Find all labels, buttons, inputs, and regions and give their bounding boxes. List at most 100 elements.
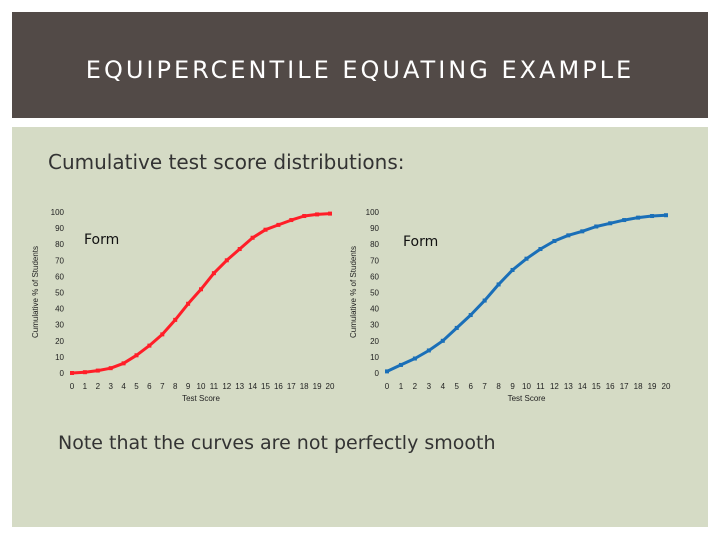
x-tick-label: 14 xyxy=(578,382,587,391)
x-tick-label: 15 xyxy=(261,382,270,391)
data-point xyxy=(496,282,501,287)
y-axis-label: Cumulative % of Students xyxy=(31,246,40,338)
data-point xyxy=(552,238,557,243)
x-tick-label: 7 xyxy=(160,382,165,391)
data-point xyxy=(237,247,242,252)
x-tick-label: 6 xyxy=(147,382,152,391)
y-tick-label: 20 xyxy=(55,337,64,346)
x-tick-label: 12 xyxy=(222,382,231,391)
data-point xyxy=(315,212,320,217)
data-point xyxy=(385,369,389,374)
data-point xyxy=(412,356,417,361)
y-tick-label: 100 xyxy=(366,208,380,217)
x-tick-label: 16 xyxy=(606,382,615,391)
x-tick-label: 13 xyxy=(235,382,244,391)
y-tick-label: 70 xyxy=(55,256,64,265)
x-tick-label: 19 xyxy=(313,382,322,391)
data-point xyxy=(482,298,487,303)
x-tick-label: 11 xyxy=(210,382,219,391)
x-tick-label: 19 xyxy=(648,382,657,391)
x-tick-label: 20 xyxy=(326,382,335,391)
x-tick-label: 20 xyxy=(662,382,671,391)
data-point xyxy=(398,362,403,367)
x-tick-label: 2 xyxy=(96,382,101,391)
data-point xyxy=(636,215,641,220)
data-point xyxy=(664,213,668,218)
series-label: Form xyxy=(403,234,438,250)
data-point xyxy=(276,222,281,227)
x-tick-label: 5 xyxy=(134,382,139,391)
x-tick-label: 12 xyxy=(550,382,559,391)
y-tick-label: 20 xyxy=(370,337,379,346)
data-point xyxy=(468,313,473,318)
y-tick-label: 50 xyxy=(370,289,379,298)
x-tick-label: 2 xyxy=(413,382,418,391)
y-tick-label: 30 xyxy=(55,321,64,330)
data-point xyxy=(538,247,543,252)
y-tick-label: 70 xyxy=(370,256,379,265)
data-point xyxy=(289,218,294,223)
slide-title: EQUIPERCENTILE EQUATING EXAMPLE xyxy=(85,56,635,84)
y-tick-label: 10 xyxy=(370,353,379,362)
x-tick-label: 11 xyxy=(536,382,545,391)
x-tick-label: 8 xyxy=(496,382,501,391)
x-tick-label: 8 xyxy=(173,382,178,391)
data-point xyxy=(82,370,87,375)
note-text: Note that the curves are not perfectly s… xyxy=(58,432,496,454)
x-tick-label: 9 xyxy=(510,382,515,391)
data-point xyxy=(566,233,571,238)
data-point xyxy=(134,353,139,358)
y-tick-label: 50 xyxy=(55,289,64,298)
x-tick-label: 18 xyxy=(300,382,309,391)
data-point xyxy=(580,229,585,234)
x-tick-label: 1 xyxy=(83,382,88,391)
data-point xyxy=(173,317,178,322)
data-point xyxy=(250,235,255,240)
y-tick-label: 80 xyxy=(55,240,64,249)
data-point xyxy=(440,338,445,343)
title-bar: EQUIPERCENTILE EQUATING EXAMPLE xyxy=(12,12,708,118)
data-point xyxy=(263,227,268,232)
x-tick-label: 18 xyxy=(634,382,643,391)
x-tick-label: 17 xyxy=(620,382,629,391)
data-point xyxy=(70,371,74,375)
x-tick-label: 0 xyxy=(70,382,75,391)
x-tick-label: 3 xyxy=(427,382,432,391)
data-point xyxy=(650,214,655,219)
x-tick-label: 9 xyxy=(186,382,191,391)
x-tick-label: 3 xyxy=(108,382,113,391)
data-point xyxy=(524,256,529,261)
y-tick-label: 40 xyxy=(370,305,379,314)
x-tick-label: 4 xyxy=(121,382,126,391)
y-tick-label: 90 xyxy=(55,224,64,233)
data-point xyxy=(328,211,332,216)
y-axis-label: Cumulative % of Students xyxy=(349,246,358,338)
x-tick-label: 1 xyxy=(399,382,404,391)
x-tick-label: 14 xyxy=(248,382,257,391)
data-point xyxy=(160,332,165,337)
y-tick-label: 0 xyxy=(375,369,380,378)
y-tick-label: 40 xyxy=(55,305,64,314)
x-tick-label: 16 xyxy=(274,382,283,391)
x-axis-label: Test Score xyxy=(508,394,546,403)
x-tick-label: 15 xyxy=(592,382,601,391)
x-tick-label: 10 xyxy=(522,382,531,391)
x-tick-label: 0 xyxy=(385,382,390,391)
x-tick-label: 4 xyxy=(441,382,446,391)
y-tick-label: 60 xyxy=(370,272,379,281)
series-label: Form xyxy=(84,232,119,248)
y-tick-label: 60 xyxy=(55,272,64,281)
data-point xyxy=(186,301,191,306)
y-tick-label: 90 xyxy=(370,224,379,233)
y-tick-label: 30 xyxy=(370,321,379,330)
data-point xyxy=(95,368,100,373)
x-tick-label: 17 xyxy=(287,382,296,391)
x-axis-label: Test Score xyxy=(182,394,220,403)
x-tick-label: 13 xyxy=(564,382,573,391)
content-panel xyxy=(12,127,708,527)
x-tick-label: 5 xyxy=(455,382,460,391)
data-point xyxy=(608,221,613,226)
